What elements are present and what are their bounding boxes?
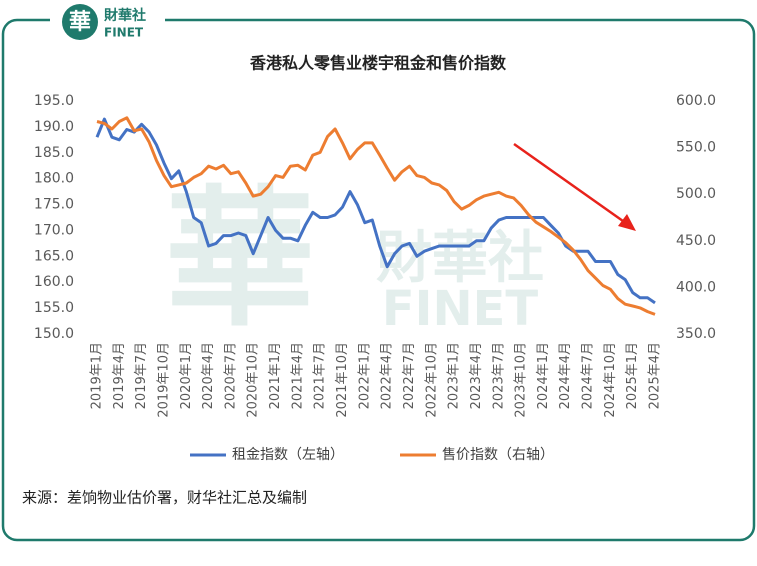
- x-tick-label: 2023年7月: [491, 342, 506, 409]
- frame: [1, 18, 756, 542]
- trend-arrow-head: [618, 214, 636, 231]
- x-tick-label: 2019年10月: [156, 342, 171, 418]
- x-tick-label: 2020年7月: [223, 342, 238, 409]
- x-tick-label: 2019年4月: [112, 342, 127, 409]
- y-tick-label: 180.0: [34, 171, 74, 187]
- x-tick-label: 2020年1月: [179, 342, 194, 409]
- x-tick-label: 2021年7月: [313, 342, 328, 409]
- x-tick-label: 2021年4月: [290, 342, 305, 409]
- y2-tick-label: 550.0: [676, 140, 716, 156]
- x-tick-label: 2020年10月: [246, 342, 261, 418]
- x-tick-label: 2022年1月: [357, 342, 372, 409]
- series-line: [96, 116, 656, 316]
- y-tick-label: 150.0: [34, 326, 74, 342]
- x-tick-label: 2020年4月: [201, 342, 216, 409]
- logo-name: 財華社: [103, 7, 146, 24]
- y-tick-label: 175.0: [34, 197, 74, 213]
- y2-tick-label: 450.0: [676, 233, 716, 249]
- y-tick-label: 185.0: [34, 145, 74, 161]
- y2-tick-label: 400.0: [676, 279, 716, 295]
- y2-tick-label: 350.0: [676, 326, 716, 342]
- legend-label: 租金指数（左轴）: [232, 447, 344, 463]
- watermark-name: 財華社: [376, 226, 544, 291]
- legend-label: 售价指数（右轴）: [442, 447, 554, 463]
- x-tick-label: 2024年4月: [558, 342, 573, 409]
- y2-tick-label: 500.0: [676, 186, 716, 202]
- y-tick-label: 190.0: [34, 119, 74, 135]
- y-tick-label: 195.0: [34, 93, 74, 109]
- x-tick-label: 2025年4月: [648, 342, 663, 409]
- y2-tick-label: 600.0: [676, 93, 716, 109]
- logo-sub: FINET: [104, 26, 144, 40]
- x-tick-label: 2022年7月: [402, 342, 417, 409]
- logo-circle: [62, 4, 98, 40]
- logo-mark: 華: [69, 10, 91, 35]
- y-tick-label: 170.0: [34, 222, 74, 238]
- x-tick-label: 2022年10月: [424, 342, 439, 418]
- x-tick-label: 2024年7月: [581, 342, 596, 409]
- chart-title: 香港私人零售业楼宇租金和售价指数: [249, 54, 507, 73]
- x-tick-label: 2021年10月: [335, 342, 350, 418]
- trend-arrow: [513, 142, 631, 228]
- x-tick-label: 2023年10月: [514, 342, 529, 418]
- source-note: 来源：差饷物业估价署，财华社汇总及编制: [22, 489, 307, 507]
- x-tick-label: 2024年10月: [603, 342, 618, 418]
- x-tick-label: 2025年1月: [625, 342, 640, 409]
- x-tick-label: 2022年4月: [380, 342, 395, 409]
- x-tick-label: 2024年1月: [536, 342, 551, 409]
- x-tick-label: 2019年1月: [90, 342, 105, 409]
- watermark-sub: FINET: [382, 281, 539, 337]
- x-tick-label: 2021年1月: [268, 342, 283, 409]
- x-tick-label: 2023年1月: [447, 342, 462, 409]
- x-tick-label: 2019年7月: [134, 342, 149, 409]
- x-tick-label: 2023年4月: [469, 342, 484, 409]
- y-tick-label: 160.0: [34, 274, 74, 290]
- y-tick-label: 155.0: [34, 300, 74, 316]
- y-tick-label: 165.0: [34, 248, 74, 264]
